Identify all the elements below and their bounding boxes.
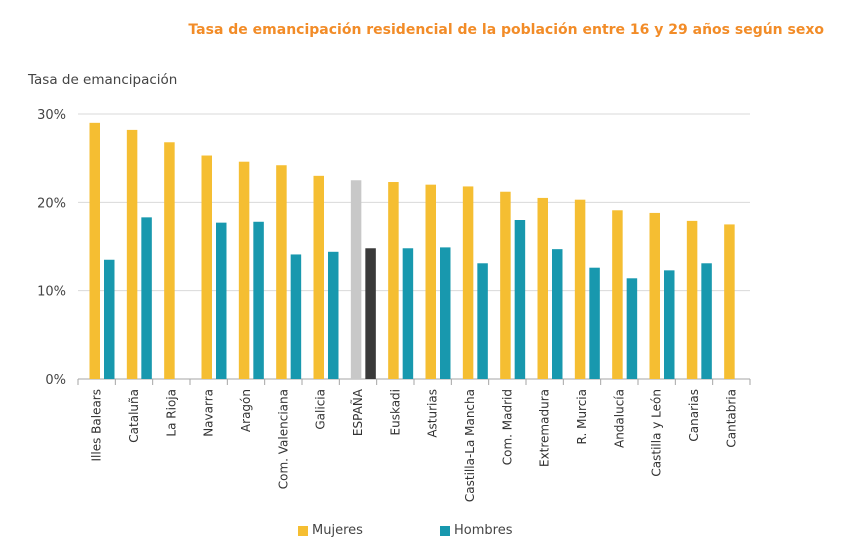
bar-hombres [664,270,675,379]
bar-mujeres [724,224,735,379]
bar-hombres [552,249,563,379]
x-category-label: R. Murcia [575,389,589,444]
legend-swatch-mujeres [298,525,308,536]
chart-title: Tasa de emancipación residencial de la p… [188,22,824,38]
bar-hombres [402,248,414,379]
legend-label-mujeres: Mujeres [312,523,363,538]
bar-mujeres [462,186,474,379]
y-tick-label: 20% [37,196,66,211]
y-axis-label: Tasa de emancipación [28,72,178,88]
bar-mujeres [686,220,698,379]
bar-mujeres [500,191,511,379]
bar-mujeres [574,199,586,379]
bar-hombres [141,217,152,379]
bar-mujeres [238,161,250,379]
bar-hombres [104,259,115,379]
bar-hombres [253,221,264,379]
x-category-label: Galicia [314,389,328,430]
bar-hombres [365,248,376,379]
bar-mujeres [350,180,362,379]
bar-mujeres [313,175,324,379]
bar-mujeres [276,165,287,379]
bar-mujeres [164,142,175,379]
legend-label-hombres: Hombres [454,523,513,538]
x-category-label: Cantabria [724,389,738,448]
bar-hombres [328,251,339,379]
x-category-label: ESPAÑA [350,388,365,436]
y-tick-label: 0% [45,373,66,388]
bar-hombres [626,278,638,379]
x-category-label: Com. Madrid [500,389,514,465]
bar-hombres [290,254,302,379]
bar-hombres [216,222,227,379]
bar-mujeres [425,184,436,379]
y-tick-label: 30% [37,108,66,123]
legend-swatch-hombres [440,525,450,536]
bar-hombres [701,263,712,379]
x-category-label: Euskadi [388,389,402,435]
x-category-label: Navarra [202,389,216,437]
x-category-label: Com. Valenciana [276,389,290,489]
x-category-label: Cataluña [127,389,141,443]
x-category-label: Canarias [687,389,701,442]
bar-mujeres [201,155,212,379]
x-category-label: Andalucía [612,389,626,448]
bar-mujeres [612,210,623,379]
legend-item-mujeres: Mujeres [298,523,363,538]
x-category-label: Castilla y León [650,389,664,477]
x-category-label: Aragón [239,389,253,432]
x-category-label: La Rioja [164,389,178,437]
bar-hombres [589,267,600,379]
legend-item-hombres: Hombres [440,523,512,538]
bar-mujeres [89,122,100,379]
bar-mujeres [537,197,548,379]
bar-mujeres [126,129,138,379]
y-tick-label: 10% [37,285,66,300]
x-category-label: Illes Balears [90,389,104,462]
x-category-label: Extremadura [538,389,552,467]
bar-hombres [477,263,488,379]
bar-hombres [514,220,526,379]
bar-mujeres [649,212,660,379]
x-category-label: Asturias [426,389,440,438]
bar-hombres [440,247,451,379]
x-category-label: Castilla-La Mancha [463,389,477,502]
bar-mujeres [388,182,399,379]
